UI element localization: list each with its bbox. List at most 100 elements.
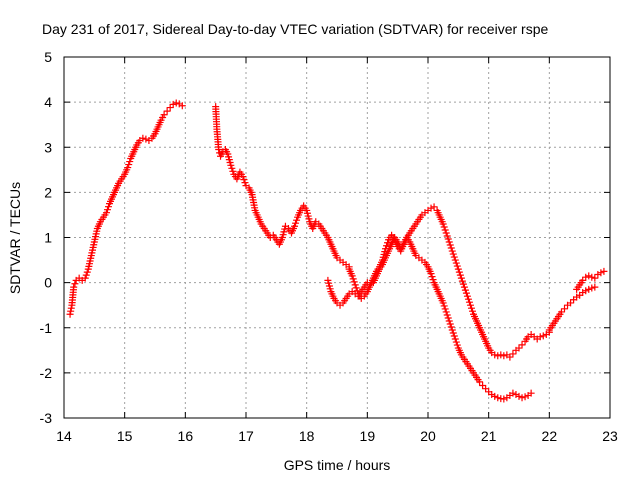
data-point — [103, 206, 111, 214]
data-point — [292, 219, 300, 227]
data-point — [441, 226, 449, 234]
x-tick-label: 14 — [56, 428, 72, 444]
data-point — [454, 265, 462, 273]
y-tick-label: 5 — [44, 49, 52, 65]
data-point — [102, 209, 110, 217]
data-point — [515, 344, 523, 352]
data-point — [491, 392, 499, 400]
data-point — [160, 111, 168, 119]
data-point — [494, 394, 502, 402]
x-tick-label: 15 — [117, 428, 133, 444]
data-point — [518, 394, 526, 402]
x-tick-label: 17 — [238, 428, 254, 444]
x-tick-label: 18 — [299, 428, 315, 444]
data-point — [124, 164, 132, 172]
data-point — [427, 270, 435, 278]
data-point — [139, 134, 147, 142]
y-tick-label: 0 — [44, 275, 52, 291]
data-point — [429, 276, 437, 284]
data-point — [567, 299, 575, 307]
data-point — [465, 298, 473, 306]
data-point — [449, 250, 457, 258]
data-points — [66, 99, 608, 403]
data-point — [500, 395, 508, 403]
data-point — [527, 389, 535, 397]
grid-lines — [64, 57, 610, 418]
data-point — [439, 220, 447, 228]
data-point — [460, 283, 468, 291]
data-point — [464, 295, 472, 303]
data-point — [443, 311, 451, 319]
data-point — [293, 216, 301, 224]
data-point — [539, 332, 547, 340]
data-point — [349, 275, 357, 283]
data-point — [509, 350, 517, 358]
data-point — [450, 332, 458, 340]
data-point — [585, 285, 593, 293]
data-point — [457, 274, 465, 282]
data-point — [588, 273, 596, 281]
y-tick-label: -3 — [40, 410, 53, 426]
data-point — [442, 229, 450, 237]
data-point — [455, 268, 463, 276]
y-tick-label: 3 — [44, 139, 52, 155]
data-point — [557, 308, 565, 316]
data-point — [71, 280, 79, 288]
data-point — [440, 223, 448, 231]
data-point — [476, 378, 484, 386]
data-point — [582, 273, 590, 281]
data-point — [215, 146, 223, 154]
data-point — [458, 277, 466, 285]
data-point — [350, 278, 358, 286]
x-tick-label: 22 — [542, 428, 558, 444]
data-point — [582, 287, 590, 295]
data-point — [67, 307, 75, 315]
chart-title: Day 231 of 2017, Sidereal Day-to-day VTE… — [42, 21, 548, 37]
data-point — [439, 299, 447, 307]
data-point — [351, 281, 359, 289]
data-point — [169, 100, 177, 108]
data-point — [81, 274, 89, 282]
data-point — [452, 338, 460, 346]
data-point — [448, 326, 456, 334]
data-point — [597, 269, 605, 277]
data-point — [536, 333, 544, 341]
data-point — [518, 341, 526, 349]
data-point — [463, 292, 471, 300]
x-tick-label: 20 — [420, 428, 436, 444]
data-point — [67, 304, 75, 312]
x-tick-label: 19 — [360, 428, 376, 444]
data-point — [494, 352, 502, 360]
data-point — [462, 289, 470, 297]
data-point — [446, 320, 454, 328]
data-point — [466, 301, 474, 309]
data-point — [446, 241, 454, 249]
data-point — [383, 242, 391, 250]
data-point — [442, 308, 450, 316]
data-point — [229, 167, 237, 175]
y-axis-ticks: -3 -2 -1 0 1 2 3 4 5 — [40, 49, 610, 426]
data-point — [459, 280, 467, 288]
data-point — [450, 253, 458, 261]
data-point — [126, 158, 134, 166]
data-point — [451, 335, 459, 343]
data-point — [579, 276, 587, 284]
x-tick-label: 21 — [481, 428, 497, 444]
y-tick-label: 1 — [44, 230, 52, 246]
data-point — [591, 274, 599, 282]
y-tick-label: 4 — [44, 94, 52, 110]
data-point — [468, 307, 476, 315]
data-point — [291, 222, 299, 230]
data-point — [430, 203, 438, 211]
data-point — [440, 302, 448, 310]
data-point — [447, 244, 455, 252]
y-tick-label: 2 — [44, 184, 52, 200]
data-point — [445, 238, 453, 246]
data-point — [600, 267, 608, 275]
data-point — [521, 393, 529, 401]
data-point — [352, 284, 360, 292]
data-point — [479, 382, 487, 390]
data-point — [497, 351, 505, 359]
data-point — [227, 161, 235, 169]
